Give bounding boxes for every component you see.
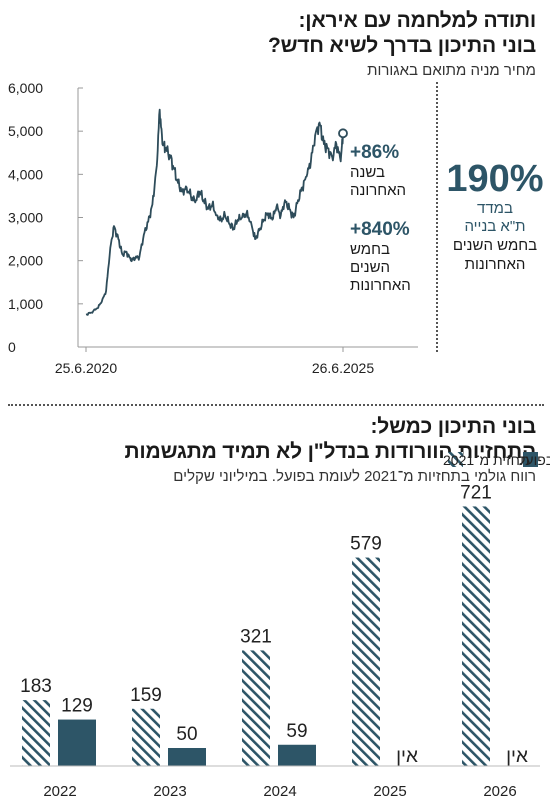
five-year-change-label-1: בחמש [350,241,390,258]
stock-price-chart: 0 1,000 2,000 3,000 4,000 5,000 6,000 25.6.202… [8,80,418,376]
vertical-divider [436,82,438,352]
y-tick-label: 3,000 [8,210,43,226]
construction-index-line4: האחרונות [464,256,526,273]
no-actual-label: אין [506,746,528,767]
x-tick-label: 26.6.2025 [312,360,374,376]
five-year-change-label-3: האחרונות [350,277,411,294]
category-label: 2025 [373,783,406,800]
chart2-title-line1: בוני התיכון כמשל: [370,415,537,438]
forecast-value-label: 321 [240,626,272,647]
actual-bar [168,748,206,766]
stock-price-line [85,108,344,316]
actual-value-label: 129 [61,696,93,717]
line-chart-x-ticks: 25.6.2020 26.6.2025 [55,347,374,376]
chart2-title-line2: התחזיות הוורודות בנדל"ן לא תמיד מתגשמות [124,440,537,463]
category-label: 2024 [263,783,296,800]
bar-chart-categories: 2022 2023 2024 2025 2026 [43,783,516,800]
year-change-annotation: +86% בשנה האחרונה [350,142,430,200]
legend-swatch-forecast [448,452,463,467]
y-tick-label: 1,000 [8,296,43,312]
forecast-bar [462,506,490,766]
x-tick-label: 25.6.2020 [55,360,117,376]
actual-bar [278,744,316,766]
construction-index-line3: בחמש השנים [452,237,538,254]
forecast-bar [242,650,270,766]
y-tick-label: 6,000 [8,80,43,96]
actual-value-label: 59 [286,721,307,742]
chart1-title-line2: בוני התיכון בדרך לשיא חדש? [267,34,536,57]
legend-swatch-actual [523,452,538,467]
five-year-change-value: +840% [350,219,410,240]
forecast-value-label: 183 [20,676,52,697]
chart1-title: ותודה למלחמה עם איראן: בוני התיכון בדרך … [16,8,536,58]
bar-chart-bars: 183 129 159 50 321 59 579 אין 721 אין [20,482,528,767]
forecast-bar [352,557,380,766]
actual-bar [58,719,96,766]
y-tick-label: 5,000 [8,123,43,139]
forecast-value-label: 159 [130,685,162,706]
chart1-subtitle: מחיר מניה מתואם באגורות [367,62,536,79]
construction-index-line1: במדד [477,200,513,217]
y-tick-label: 0 [8,339,16,355]
year-change-label-2: האחרונה [350,182,407,199]
chart1-title-line1: ותודה למלחמה עם איראן: [298,9,536,32]
section-divider [8,404,544,406]
chart2-title: בוני התיכון כמשל: התחזיות הוורודות בנדל"… [6,414,537,464]
category-label: 2026 [483,783,516,800]
latest-price-marker [338,128,348,139]
no-actual-label: אין [396,746,418,767]
construction-index-line2: ת"א בנייה [464,218,526,235]
five-year-change-annotation: +840% בחמש השנים האחרונות [350,219,430,295]
y-tick-label: 4,000 [8,166,43,182]
category-label: 2022 [43,783,76,800]
forecast-bar [22,700,50,766]
year-change-label-1: בשנה [350,164,385,181]
legend-label-actual: בפועל [518,452,550,468]
legend-label-forecast: תחזית מ־2021 [443,452,529,468]
forecast-value-label: 721 [460,482,492,503]
construction-index-value: 190% [446,158,544,200]
actual-value-label: 50 [176,724,197,745]
line-chart-y-ticks: 0 1,000 2,000 3,000 4,000 5,000 6,000 [8,80,83,355]
construction-index-stat: 190% במדד ת"א בנייה בחמש השנים האחרונות [444,158,546,274]
chart2-subtitle: רווח גולמי בתחזיות מ־2021 לעומת בפועל. ב… [173,468,536,485]
year-change-value: +86% [350,142,400,163]
y-tick-label: 2,000 [8,253,43,269]
forecast-bar [132,708,160,766]
category-label: 2023 [153,783,186,800]
five-year-change-label-2: השנים [350,259,391,276]
forecast-value-label: 579 [350,534,382,555]
